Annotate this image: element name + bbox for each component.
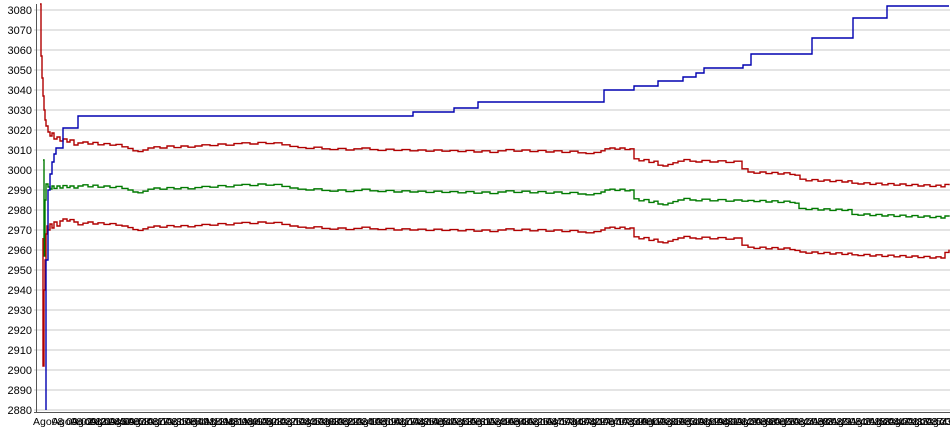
- y-tick-label: 2990: [8, 185, 32, 197]
- x-tick-label: Ago08 13:40:51: [318, 416, 393, 428]
- y-tick-label: 3020: [8, 125, 32, 137]
- series-red-upper-band: [40, 3, 950, 188]
- x-tick-label: Ago08 21:21:51: [793, 416, 868, 428]
- x-tick-label: Ago08 23:12:30: [907, 416, 950, 428]
- x-tick-label: Ago08 17:59:00: [584, 416, 659, 428]
- y-tick-label: 2920: [8, 325, 32, 337]
- y-tick-label: 2940: [8, 285, 32, 297]
- series-green-mid: [43, 159, 950, 257]
- x-tick-label: Ago08 12:08:27: [223, 416, 298, 428]
- x-tick-label: Ago08 11:31:09: [185, 416, 259, 428]
- y-tick-label: 2950: [8, 265, 32, 277]
- x-tick-label: Ago08 19:49:39: [698, 416, 773, 428]
- x-tick-label: Ago08 21:40:18: [812, 416, 887, 428]
- x-tick-label: Ago08 09:02:13: [33, 416, 108, 428]
- x-tick-label: Ago08 16:45:14: [508, 416, 583, 428]
- y-tick-label: 2900: [8, 365, 32, 377]
- x-tick-label: Ago08 17:03:40: [527, 416, 602, 428]
- x-tick-label: Ago08 15:31:28: [432, 416, 507, 428]
- x-tick-label: Ago08 15:13:01: [413, 416, 488, 428]
- x-tick-label: Ago08 10:35:54: [128, 416, 203, 428]
- x-tick-label: Ago08 17:40:33: [565, 416, 640, 428]
- x-tick-label: Ago08 09:21:45: [52, 416, 127, 428]
- x-tick-label: Ago08 22:54:04: [888, 416, 950, 428]
- x-tick-label: Ago08 16:08:21: [470, 416, 545, 428]
- x-tick-label: Ago08 14:54:35: [394, 416, 469, 428]
- y-tick-label: 3010: [8, 145, 32, 157]
- x-tick-label: Ago08 14:36:08: [375, 416, 450, 428]
- y-tick-label: 2970: [8, 225, 32, 237]
- x-tick-label: Ago08 09:58:37: [90, 416, 165, 428]
- y-tick-label: 3030: [8, 105, 32, 117]
- x-tick-label: Ago08 22:17:11: [850, 416, 924, 428]
- x-tick-label: Ago08 12:45:16: [261, 416, 336, 428]
- x-tick-label: Ago08 20:08:05: [717, 416, 792, 428]
- x-tick-label: Ago08 16:26:47: [489, 416, 564, 428]
- y-tick-label: 2930: [8, 305, 32, 317]
- x-tick-label: Ago08 21:58:44: [831, 416, 906, 428]
- x-axis-labels: Ago08 09:02:13 Ago08 09:21:45 Ago08 09:40:…: [0, 415, 950, 433]
- y-tick-label: 2960: [8, 245, 32, 257]
- x-tick-label: Ago08 22:35:37: [869, 416, 944, 428]
- x-tick-label: Ago08 19:12:46: [660, 416, 735, 428]
- y-tick-label: 3060: [8, 45, 32, 57]
- x-tick-label: Ago08 10:17:21: [109, 416, 184, 428]
- x-tick-label: Ago08 13:59:17: [337, 416, 412, 428]
- y-tick-label: 3000: [8, 165, 32, 177]
- x-tick-label: Ago08 11:12:46: [166, 416, 240, 428]
- y-tick-label: 2910: [8, 345, 32, 357]
- series-blue-staircase: [45, 5, 949, 410]
- y-tick-label: 2880: [8, 405, 32, 417]
- x-tick-label: Ago08 09:40:02: [71, 416, 146, 428]
- x-tick-label: Ago08 12:26:43: [242, 416, 317, 428]
- y-tick-label: 3070: [8, 25, 32, 37]
- x-tick-label: Ago08 15:49:54: [451, 416, 526, 428]
- x-tick-label: Ago08 18:54:19: [641, 416, 716, 428]
- x-tick-label: Ago08 21:03:25: [774, 416, 849, 428]
- series-red-lower-band: [42, 218, 950, 367]
- x-tick-label: Ago08 17:22:07: [546, 416, 621, 428]
- x-tick-label: Ago08 10:54:18: [147, 416, 222, 428]
- x-tick-label: Ago08 18:17:26: [603, 416, 678, 428]
- x-tick-label: Ago08 20:44:58: [755, 416, 830, 428]
- x-tick-label: Ago08 13:22:24: [299, 416, 374, 428]
- y-tick-label: 3080: [8, 5, 32, 17]
- y-tick-label: 2890: [8, 385, 32, 397]
- x-tick-label: Ago08 20:26:32: [736, 416, 811, 428]
- x-tick-label: Ago08 14:17:42: [356, 416, 431, 428]
- x-tick-label: Ago08 13:03:58: [280, 416, 355, 428]
- x-tick-label: Ago08 19:31:12: [679, 416, 754, 428]
- y-tick-label: 2980: [8, 205, 32, 217]
- y-tick-label: 3040: [8, 85, 32, 97]
- x-tick-label: Ago08 11:49:52: [204, 416, 278, 428]
- x-tick-label: Ago08 23:30:57: [926, 416, 950, 428]
- y-tick-label: 3050: [8, 65, 32, 77]
- x-tick-label: Ago08 18:35:53: [622, 416, 697, 428]
